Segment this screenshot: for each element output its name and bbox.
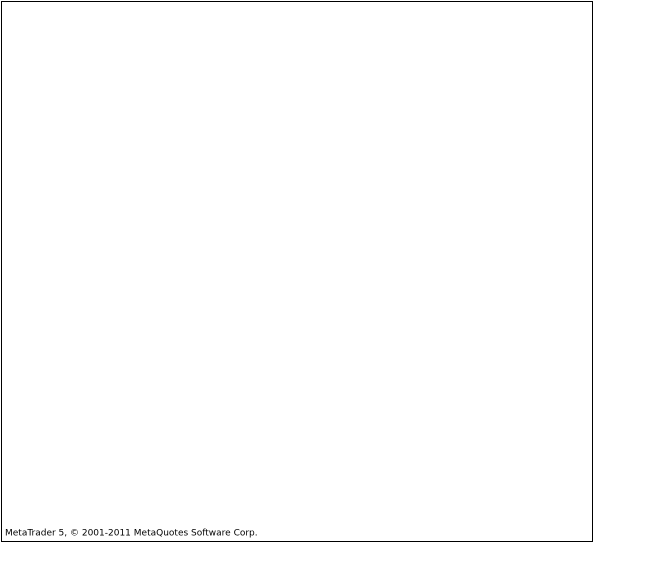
copyright: MetaTrader 5, © 2001-2011 MetaQuotes Sof… xyxy=(5,529,258,539)
plot-frame xyxy=(1,1,593,542)
